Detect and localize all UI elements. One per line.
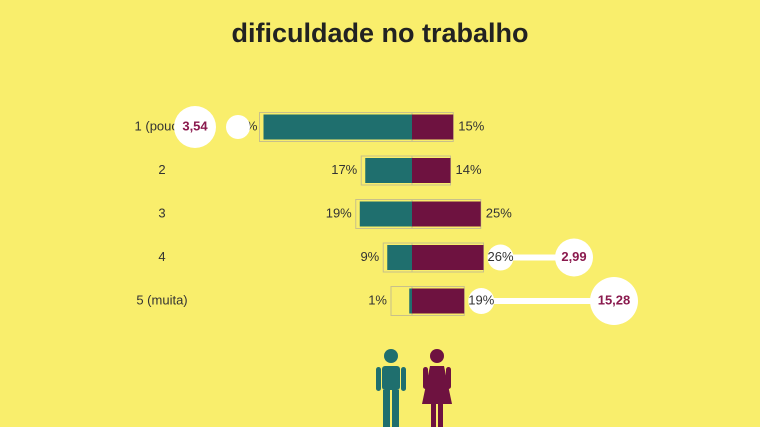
value-label-men: 9% [360, 249, 379, 264]
value-bubble [590, 277, 638, 325]
bar-men [365, 158, 412, 183]
category-label: 2 [158, 162, 165, 177]
bar-men [263, 114, 412, 140]
value-bubble [555, 238, 593, 277]
bar-women [412, 201, 481, 227]
bar-men [387, 245, 412, 270]
value-label-women: 19% [468, 292, 494, 307]
pct-bubble [226, 115, 250, 139]
pct-bubble [468, 288, 495, 314]
man-icon [376, 349, 406, 427]
value-label-women: 14% [456, 162, 482, 177]
value-label-men: 1% [368, 292, 387, 307]
category-label: 3 [158, 205, 165, 220]
bar-outline-left [390, 286, 413, 316]
bar-women [412, 288, 465, 314]
value-label-women: 15% [458, 118, 484, 133]
value-label-women: 25% [486, 205, 512, 220]
pct-bubble [487, 244, 514, 271]
bar-women [412, 114, 454, 140]
bar-men [409, 288, 412, 314]
value-label-men: 19% [326, 205, 352, 220]
bar-women [412, 245, 484, 270]
woman-icon [422, 349, 452, 427]
value-label-men: 17% [331, 162, 357, 177]
bubble-value: 2,99 [561, 249, 586, 264]
value-label-women: 26% [488, 249, 514, 264]
chart-title: dificuldade no trabalho [231, 18, 529, 48]
value-bubble [174, 106, 216, 148]
category-label: 5 (muita) [136, 292, 187, 307]
bar-women [412, 158, 451, 183]
category-label: 4 [158, 249, 165, 264]
bubble-value: 15,28 [598, 292, 631, 307]
bubble-value: 3,54 [182, 118, 208, 133]
bar-men [359, 201, 412, 227]
